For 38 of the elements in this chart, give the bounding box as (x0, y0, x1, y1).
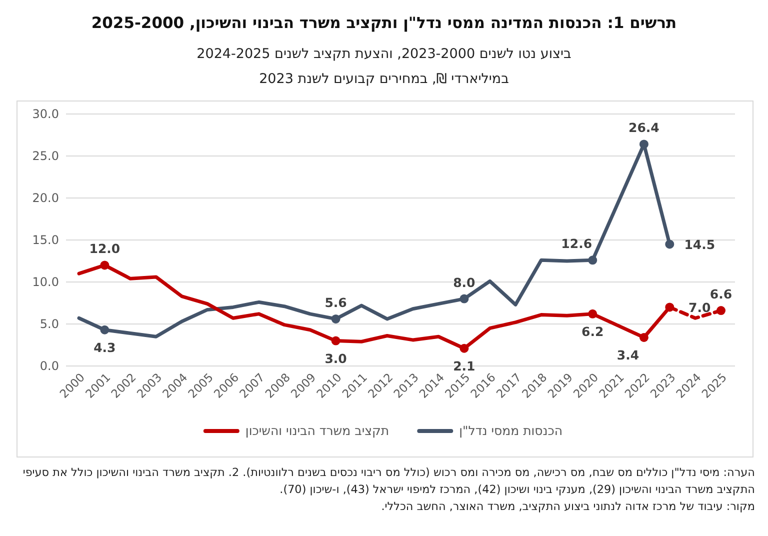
point (100, 325, 110, 334)
y-tick-label: 10.0 (32, 274, 59, 289)
point (100, 260, 110, 270)
point (588, 256, 598, 265)
point (639, 140, 648, 149)
y-tick-label: 25.0 (32, 148, 59, 163)
data-label: 5.6 (324, 294, 348, 310)
data-label: 6.6 (710, 286, 732, 302)
point (331, 336, 340, 346)
legend-label: הכנסות ממסי נדל"ן (459, 423, 563, 438)
data-label: 14.5 (684, 237, 716, 252)
data-label: 2.1 (453, 358, 476, 374)
y-tick-label: 15.0 (32, 232, 59, 247)
y-tick-label: 20.0 (32, 190, 59, 205)
data-label: 12.6 (561, 236, 592, 252)
data-label: 8.0 (453, 274, 476, 290)
data-label: 6.2 (582, 324, 604, 339)
text: מקור: עיבוד של מרכז אדוה לנתוני ביצוע התקציב, משרד האוצר, החשב הכללי. (380, 499, 755, 515)
data-label: 3.0 (324, 350, 348, 366)
point (716, 306, 726, 316)
point (460, 294, 469, 304)
data-label: 26.4 (628, 120, 660, 136)
data-label: 7.0 (688, 300, 712, 316)
y-tick-label: 30.0 (32, 106, 59, 121)
chart-title: תרשים 1: הכנסות המדינה ממסי נדל"ן ותקציב משרד הבינוי והשיכון, 2025-2000 (91, 14, 677, 32)
point (639, 332, 648, 342)
point (460, 344, 469, 353)
chart-subtitle: ביצוע נטו לשנים 2023-2000, והצעת תקציב לשנים 2024-2025 במיליארדי ₪, במחירים קבועים לשנת 2023 (196, 46, 572, 87)
y-tick-label: 5.0 (40, 316, 59, 331)
data-label: 12.0 (89, 241, 120, 256)
data-label: 4.3 (94, 340, 116, 355)
y-tick-label: 0.0 (40, 358, 59, 373)
data-label: 3.4 (616, 347, 640, 362)
point (665, 240, 674, 249)
legend-label: תקציב משרד הבינוי והשיכון (245, 423, 390, 438)
point (331, 314, 340, 324)
point (588, 309, 598, 318)
text: הערה: מיסי נדל"ן כוללים מס שבח, מס רכישה, מס מכירה ומס רכוש (כולל מס ריבוי נכסים בשנים רלוונטיות). 2. תקציב משרד הבינוי והשיכון כולל את סעיפי התקציב משרד הבינוי והשיכון (29), מענקי בינוי ושיכון (42), המרכז למיפוי ישראל (43), ו-שיכון (70). (22, 465, 755, 498)
